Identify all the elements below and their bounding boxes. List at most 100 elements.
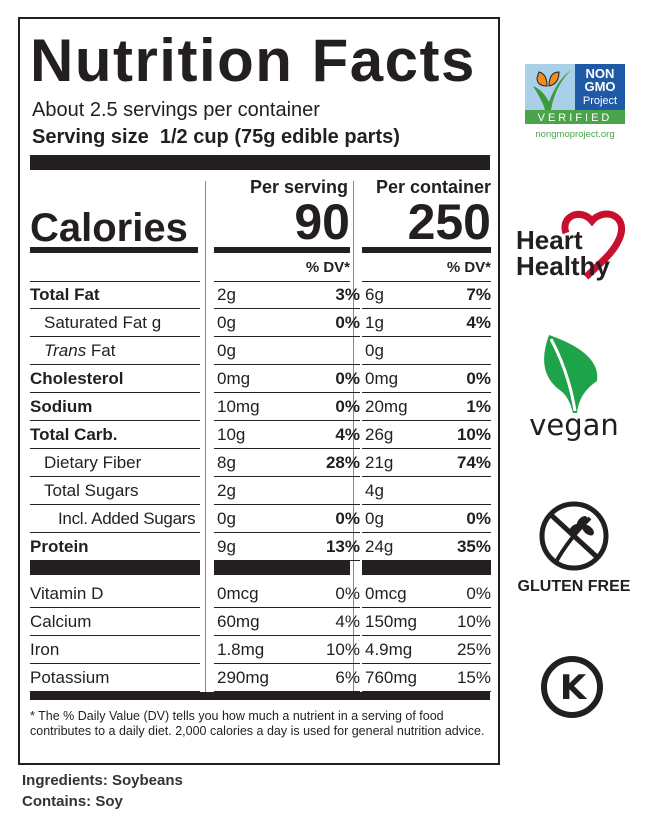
per-container-cell: 0mcg 0% <box>362 580 491 608</box>
serving-size: Serving size 1/2 cup (75g edible parts) <box>32 125 400 149</box>
per-serving-cell: 10mg 0% <box>214 393 360 421</box>
gluten-free-label: GLUTEN FREE <box>517 578 631 595</box>
thick-divider <box>214 560 350 575</box>
per-container-dv: 15% <box>456 668 491 687</box>
column-divider <box>353 181 354 696</box>
nutrient-name-cell: Protein <box>30 533 200 561</box>
per-container-amount: 4.9mg <box>365 640 413 659</box>
per-container-amount: 0mcg <box>365 584 407 603</box>
nutrient-name: Total Carb. <box>30 425 118 444</box>
heart-text-2: Healthy <box>516 251 610 281</box>
per-container-amount: 0g <box>365 509 384 528</box>
per-container-dv: 1% <box>466 397 491 416</box>
heart-text-1: Heart <box>516 225 583 255</box>
per-container-header: Per container <box>375 177 491 197</box>
per-serving-amount: 2g <box>217 481 236 500</box>
calories-per-container: 250 <box>407 194 491 250</box>
non-gmo-verified: VERIFIED <box>538 112 613 124</box>
divider <box>30 281 200 282</box>
per-container-amount: 24g <box>365 537 394 556</box>
per-container-amount: 4g <box>365 481 384 500</box>
vegan-label: vegan <box>529 408 619 442</box>
per-serving-amount: 290mg <box>217 668 269 687</box>
per-serving-dv: 13% <box>325 537 360 556</box>
non-gmo-logo-icon: NON GMO Project VERIFIED <box>525 64 625 124</box>
per-container-amount: 1g <box>365 313 384 332</box>
per-container-amount: 20mg <box>365 397 408 416</box>
per-container-cell: 4g <box>362 477 491 505</box>
per-serving-dv: 10% <box>325 640 360 659</box>
non-gmo-line2: GMO <box>584 79 615 94</box>
per-container-amount: 0g <box>365 341 384 360</box>
divider <box>30 247 198 253</box>
per-container-dv: 7% <box>466 285 491 304</box>
per-serving-dv: 4% <box>335 425 360 444</box>
per-container-amount: 6g <box>365 285 384 304</box>
per-container-amount: 21g <box>365 453 394 472</box>
non-gmo-line1: NON <box>586 66 615 81</box>
divider <box>214 247 350 253</box>
nutrient-name: Cholesterol <box>30 369 124 388</box>
nutrient-name-cell: Total Fat <box>30 281 200 309</box>
nutrient-name-cell: Saturated Fat g <box>30 309 200 337</box>
nutrient-name: Saturated Fat g <box>44 313 162 332</box>
per-serving-cell: 290mg 6% <box>214 664 360 692</box>
per-serving-amount: 2g <box>217 285 236 304</box>
nutrient-name-cell: Incl. Added Sugars <box>30 505 200 533</box>
per-serving-cell: 9g 13% <box>214 533 360 561</box>
per-serving-dv: 0% <box>335 369 360 388</box>
per-serving-cell: 2g <box>214 477 360 505</box>
kosher-k-icon: K <box>541 656 603 718</box>
nutrient-name: Potassium <box>30 668 110 687</box>
nutrient-name: Total Fat <box>30 285 100 304</box>
per-serving-cell: 2g 3% <box>214 281 360 309</box>
per-serving-dv: 4% <box>335 612 360 631</box>
per-container-amount: 760mg <box>365 668 417 687</box>
ingredients: Ingredients: Soybeans <box>22 772 183 789</box>
per-container-amount: 26g <box>365 425 394 444</box>
per-container-cell: 20mg 1% <box>362 393 491 421</box>
nutrient-name-cell: Trans Fat <box>30 337 200 365</box>
per-container-dv: 0% <box>466 584 491 603</box>
vegan-badge: vegan <box>524 333 624 443</box>
dv-header: % DV* <box>305 259 350 276</box>
kosher-symbol: K <box>560 668 588 708</box>
per-container-dv: 0% <box>466 369 491 388</box>
per-serving-dv: 0% <box>335 397 360 416</box>
divider <box>362 281 491 282</box>
per-serving-header: Per serving <box>249 177 348 197</box>
per-serving-amount: 9g <box>217 537 236 556</box>
per-serving-dv: 0% <box>335 584 360 603</box>
per-serving-cell: 60mg 4% <box>214 608 360 636</box>
nutrient-name-italic: Trans <box>44 341 87 360</box>
nutrient-name-cell: Potassium <box>30 664 200 692</box>
per-serving-cell: 8g 28% <box>214 449 360 477</box>
per-serving-cell: 1.8mg 10% <box>214 636 360 664</box>
nutrient-row: Cholesterol 0mg 0% 0mg 0% <box>30 365 491 393</box>
gluten-free-badge: GLUTEN FREE <box>512 500 636 600</box>
per-serving-amount: 0mcg <box>217 584 259 603</box>
per-container-dv: 0% <box>466 509 491 528</box>
serving-size-label: Serving size <box>32 126 149 148</box>
nutrient-row: Sodium 10mg 0% 20mg 1% <box>30 393 491 421</box>
per-container-amount: 0mg <box>365 369 399 388</box>
thick-divider <box>30 560 200 575</box>
per-serving-dv: 28% <box>325 453 360 472</box>
nutrient-name-cell: Dietary Fiber <box>30 449 200 477</box>
per-container-dv: 10% <box>456 425 491 444</box>
gluten-free-icon <box>539 501 609 571</box>
servings-per-container: About 2.5 servings per container <box>32 99 320 121</box>
footnote: * The % Daily Value (DV) tells you how m… <box>30 709 485 738</box>
per-container-cell: 760mg 15% <box>362 664 491 692</box>
per-serving-cell: 0g <box>214 337 360 365</box>
nutrient-row: Total Sugars 2g 4g <box>30 477 491 505</box>
nutrient-name: Calcium <box>30 612 92 631</box>
thick-divider <box>362 560 491 575</box>
contains: Contains: Soy <box>22 793 123 810</box>
per-serving-cell: 0g 0% <box>214 505 360 533</box>
nutrient-name-rest: Fat <box>86 341 116 360</box>
nutrient-row: Incl. Added Sugars 0g 0% 0g 0% <box>30 505 491 533</box>
per-serving-amount: 0g <box>217 313 236 332</box>
heart-healthy-badge: Heart Healthy <box>516 205 636 285</box>
nutrient-name-cell: Sodium <box>30 393 200 421</box>
